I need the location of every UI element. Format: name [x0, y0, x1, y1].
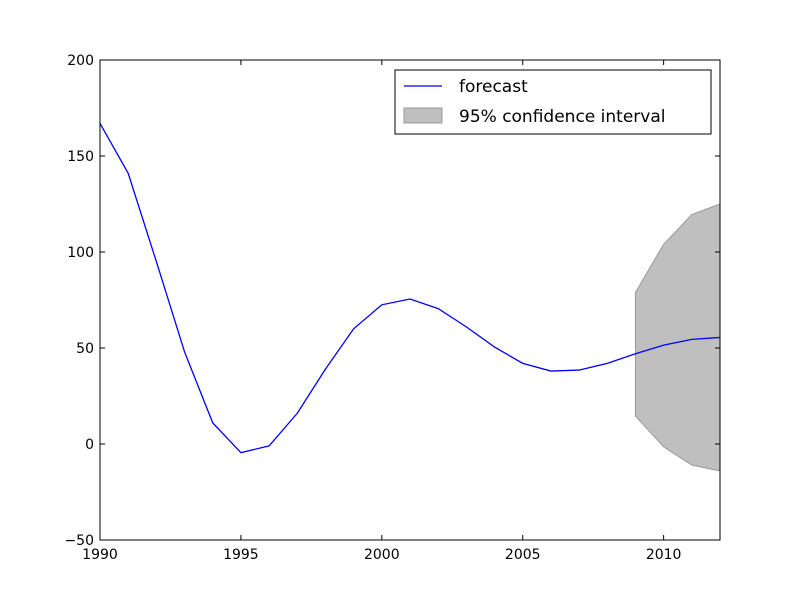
legend-box — [394, 69, 712, 135]
y-tick-label: −50 — [64, 533, 94, 549]
x-tick-label: 2005 — [505, 547, 541, 563]
x-tick-label: 2000 — [364, 547, 400, 563]
y-tick-label: 200 — [67, 53, 94, 69]
y-tick-label: 100 — [67, 245, 94, 261]
x-tick-label: 1990 — [82, 547, 118, 563]
series-line-forecast — [99, 123, 721, 454]
x-tick-label: 1995 — [223, 547, 259, 563]
legend: forecast 95% confidence interval — [394, 69, 712, 135]
plot-area-frame — [99, 59, 721, 541]
legend-confidence-swatch — [403, 107, 443, 124]
series-layer — [99, 123, 721, 454]
legend-forecast-label: forecast — [459, 77, 528, 97]
legend-confidence-label: 95% confidence interval — [459, 107, 665, 127]
x-tick-label: 2010 — [646, 547, 682, 563]
ticks-layer: 1990 1995 2000 2005 2010 −50 0 50 100 150 200 — [64, 53, 720, 563]
y-tick-label: 50 — [76, 341, 94, 357]
y-tick-label: 150 — [67, 149, 94, 165]
y-tick-label: 0 — [85, 437, 94, 453]
